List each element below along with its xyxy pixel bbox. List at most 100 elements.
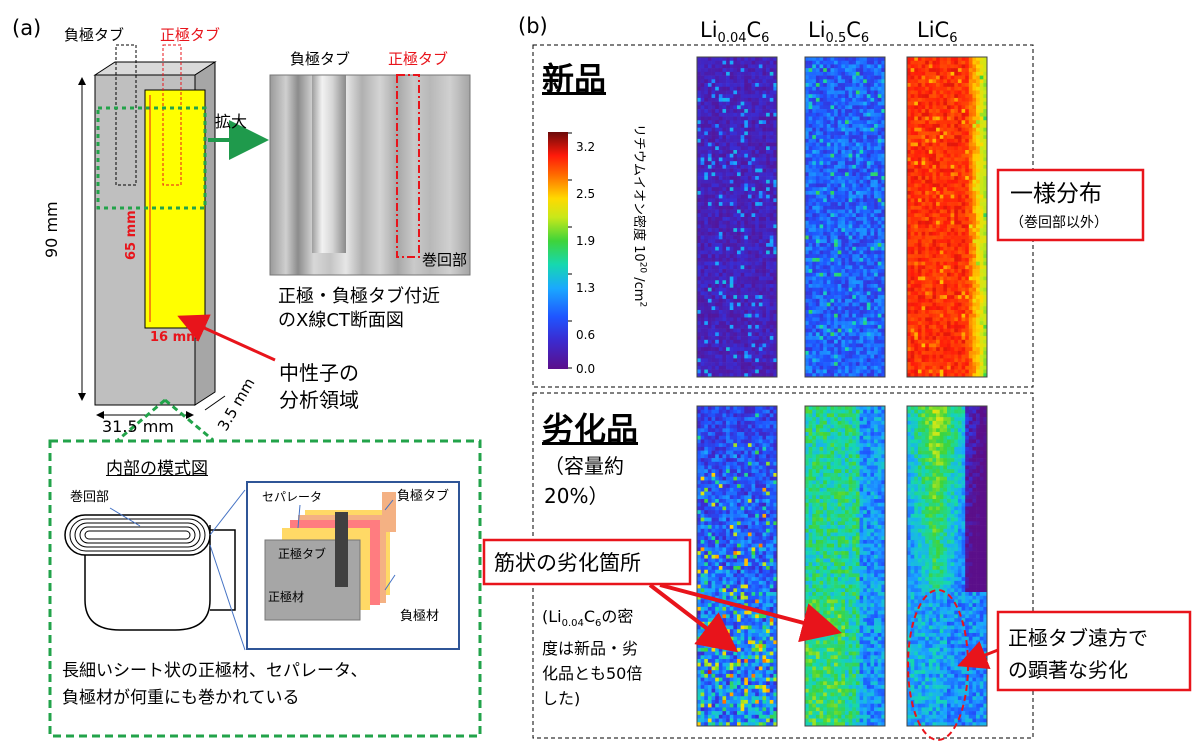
heatmap-cell [711, 150, 716, 155]
heatmap-cell [837, 127, 842, 132]
heatmap-cell [740, 179, 745, 184]
heatmap-cell [939, 172, 944, 177]
heatmap-cell [751, 86, 756, 91]
heatmap-cell [841, 239, 846, 244]
heatmap-cell [870, 250, 875, 255]
heatmap-cell [711, 179, 716, 184]
heatmap-cell [939, 224, 944, 229]
heatmap-cell [700, 168, 705, 173]
heatmap-cell [815, 336, 820, 341]
heatmap-cell [740, 116, 745, 121]
heatmap-cell [758, 310, 763, 315]
heatmap-cell [812, 138, 817, 143]
heatmap-cell [932, 83, 937, 88]
heatmap-cell [866, 183, 871, 188]
heatmap-cell [762, 127, 767, 132]
heatmap-cell [815, 298, 820, 303]
heatmap-cell [808, 217, 813, 222]
heatmap-cell [704, 60, 709, 65]
heatmap-cell [704, 86, 709, 91]
heatmap-cell [740, 127, 745, 132]
heatmap-cell [917, 97, 922, 102]
heatmap-cell [700, 295, 705, 300]
heatmap-cell [737, 354, 741, 359]
heatmap-cell [704, 272, 709, 277]
heatmap-cell [881, 246, 886, 251]
heatmap-cell [870, 354, 875, 359]
heatmap-cell [917, 246, 922, 251]
heatmap-cell [812, 276, 817, 281]
heatmap-cell [874, 90, 879, 95]
heatmap-cell [943, 205, 948, 210]
heatmap-cell [697, 313, 701, 318]
heatmap-cell [751, 231, 756, 236]
heatmap-cell [870, 75, 875, 80]
heatmap-cell [866, 57, 871, 62]
heatmap-cell [747, 60, 752, 65]
heatmap-cell [855, 150, 860, 155]
heatmap-cell [726, 365, 731, 370]
heatmap-cell [914, 138, 919, 143]
heatmap-cell [848, 283, 853, 288]
heatmap-cell [968, 157, 973, 162]
heatmap-cell [961, 86, 966, 91]
heatmap-cell [823, 272, 828, 277]
heatmap-cell [855, 373, 860, 378]
heatmap-cell [947, 135, 951, 140]
heatmap-cell [744, 94, 749, 99]
heatmap-cell [826, 68, 831, 73]
heatmap-cell [819, 261, 824, 266]
heatmap-cell [859, 321, 864, 326]
heatmap-cell [954, 205, 959, 210]
heatmap-cell [859, 373, 864, 378]
heatmap-cell [718, 127, 723, 132]
heatmap-cell [718, 172, 723, 177]
heatmap-cell [805, 75, 809, 80]
heatmap-cell [773, 127, 778, 132]
heatmap-cell [841, 313, 846, 318]
heatmap-cell [762, 339, 767, 344]
heatmap-cell [830, 83, 835, 88]
heatmap-cell [715, 97, 720, 102]
heatmap-cell [808, 224, 813, 229]
heatmap-cell [961, 75, 966, 80]
heatmap-cell [965, 123, 970, 128]
heatmap-cell [737, 105, 741, 110]
heatmap-cell [740, 142, 745, 147]
heatmap-cell [866, 153, 871, 158]
heatmap-cell [718, 347, 723, 352]
heatmap-cell [845, 362, 849, 367]
heatmap-cell [863, 373, 868, 378]
heatmap-cell [826, 205, 831, 210]
heatmap-cell [751, 127, 756, 132]
heatmap-cell [939, 250, 944, 255]
heatmap-cell [815, 187, 820, 192]
heatmap-cell [921, 168, 926, 173]
heatmap-cell [812, 306, 817, 311]
heatmap-cell [855, 172, 860, 177]
heatmap-cell [729, 358, 734, 363]
heatmap-cell [841, 202, 846, 207]
heatmap-cell [859, 109, 864, 114]
heatmap-cell [830, 146, 835, 151]
heatmap-cell [983, 213, 988, 218]
heatmap-cell [968, 205, 973, 210]
heatmap-cell [947, 209, 951, 214]
heatmap-cell [808, 343, 813, 348]
heatmap-cell [881, 291, 886, 296]
heatmap-cell [747, 324, 752, 329]
heatmap-cell [983, 157, 988, 162]
heatmap-cell [815, 168, 820, 173]
heatmap-cell [812, 142, 817, 147]
heatmap-cell [877, 127, 882, 132]
heatmap-cell [837, 254, 842, 259]
heatmap-cell [837, 79, 842, 84]
heatmap-cell [711, 365, 716, 370]
heatmap-cell [870, 213, 875, 218]
heatmap-cell [704, 161, 709, 166]
heatmap-cell [718, 109, 723, 114]
heatmap-cell [874, 71, 879, 76]
heatmap-cell [859, 90, 864, 95]
heatmap-cell [848, 220, 853, 225]
heatmap-cell [805, 332, 809, 337]
